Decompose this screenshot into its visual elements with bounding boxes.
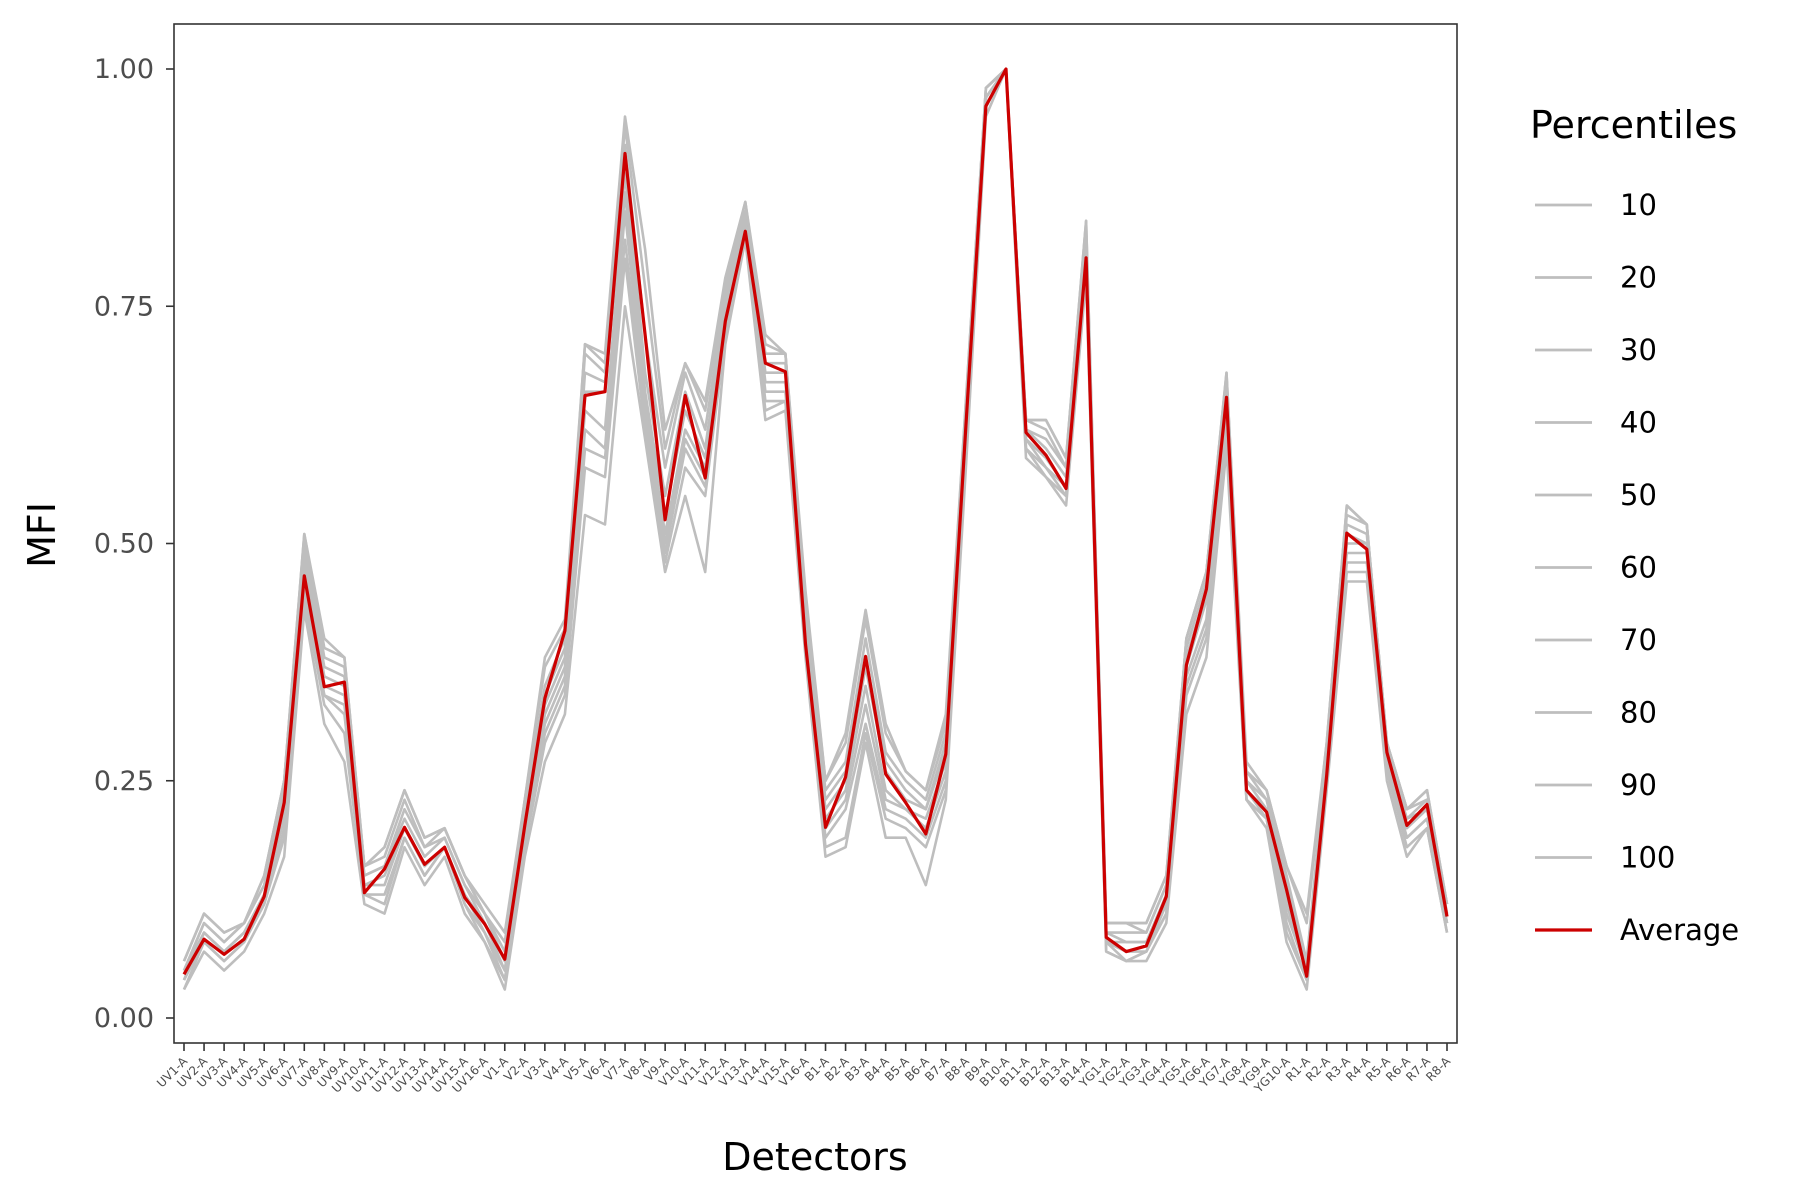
legend-label-30: 30 <box>1620 333 1657 367</box>
y-axis: 0.00 0.25 0.50 0.75 1.00 <box>94 54 174 1034</box>
y-tick-label: 0.25 <box>94 766 154 797</box>
legend-label-20: 20 <box>1620 261 1657 295</box>
x-axis: UV1-AUV2-AUV3-AUV4-AUV5-AUV6-AUV7-AUV8-A… <box>154 1043 1454 1096</box>
legend-label-100: 100 <box>1620 841 1675 875</box>
y-tick-label: 1.00 <box>94 54 154 85</box>
legend-label-70: 70 <box>1620 623 1657 657</box>
series-layer <box>182 67 1449 991</box>
legend-label-10: 10 <box>1620 188 1657 222</box>
legend-title: Percentiles <box>1530 103 1737 147</box>
legend-label-60: 60 <box>1620 551 1657 585</box>
legend-label-90: 90 <box>1620 768 1657 802</box>
series-line-average <box>182 67 1449 978</box>
x-axis-title: Detectors <box>722 1135 907 1179</box>
y-tick-label: 0.00 <box>94 1003 154 1034</box>
x-tick-label: R8-A <box>1423 1054 1453 1084</box>
legend-label-average: Average <box>1620 913 1739 947</box>
legend-label-50: 50 <box>1620 478 1657 512</box>
legend: Percentiles 10 20 30 40 50 60 70 80 90 100 Average <box>1530 103 1739 947</box>
y-tick-label: 0.75 <box>94 291 154 322</box>
legend-label-40: 40 <box>1620 406 1657 440</box>
y-tick-label: 0.50 <box>94 529 154 560</box>
legend-label-80: 80 <box>1620 696 1657 730</box>
y-axis-title: MFI <box>20 502 64 568</box>
